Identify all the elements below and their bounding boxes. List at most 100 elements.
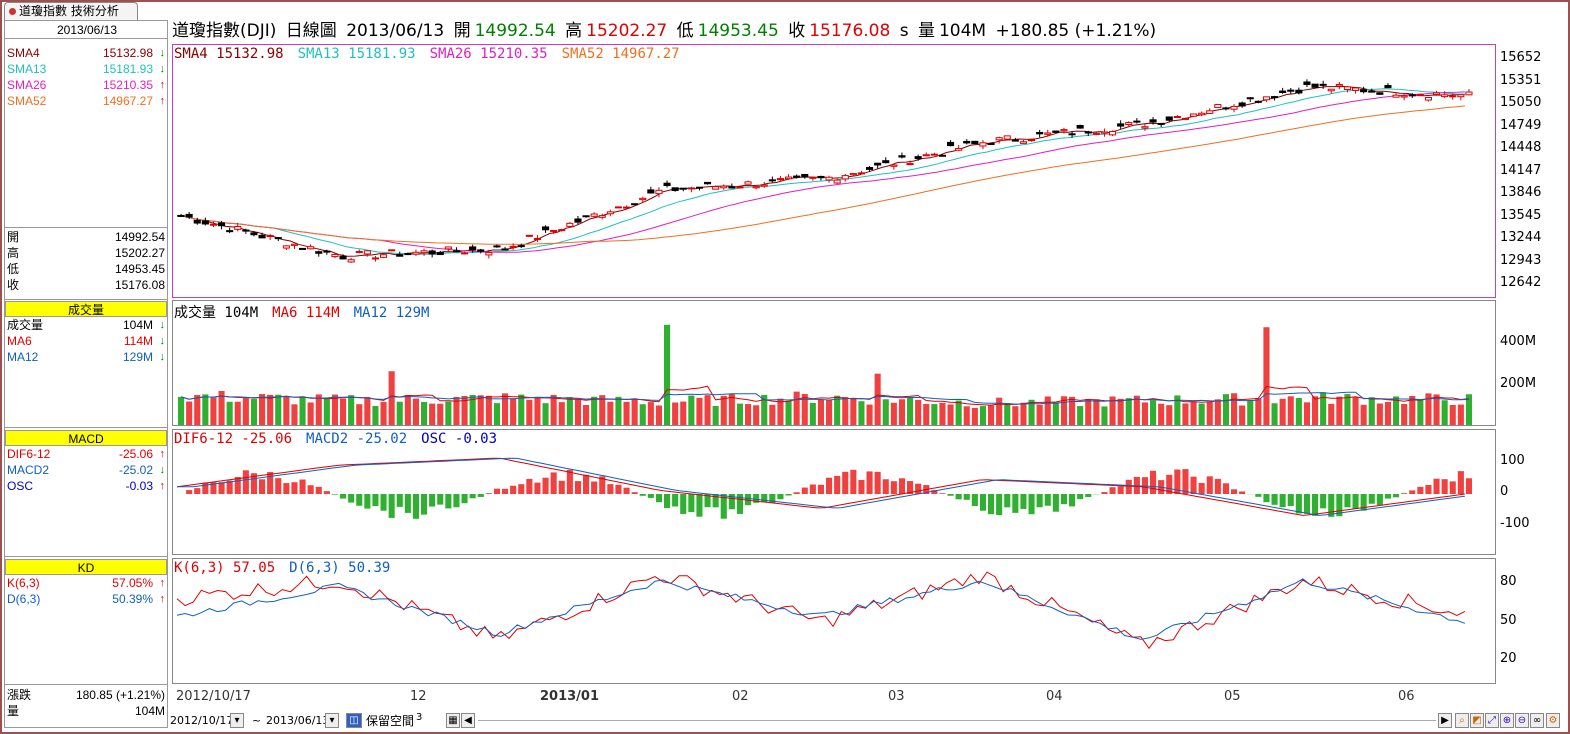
volume-bar [404,394,411,425]
candle [793,175,801,178]
to-date[interactable]: 2013/06/13 [266,714,330,727]
candle [1287,89,1295,92]
axis-tick-label: 12642 [1500,275,1542,290]
osc-bar [850,469,857,494]
candle [550,229,558,232]
volume-bar [907,397,914,425]
arrow-down-icon: ↓ [159,47,166,59]
qty-value: 104M [134,704,165,718]
candle [720,185,728,189]
osc-bar [1101,492,1108,494]
candle [509,245,517,248]
volume-bar [1457,404,1464,425]
osc-bar [396,494,403,507]
osc-bar [1271,494,1278,505]
to-dropdown-button[interactable]: ▾ [325,713,339,728]
price-panel[interactable] [172,44,1496,298]
sma-line-sma26 [176,91,1465,253]
scrollbar-track[interactable] [478,720,1436,721]
kd-legend: K(6,3) 57.05 D(6,3) 50.39 [174,560,404,576]
candle [833,179,841,184]
volume-chart [178,324,1472,425]
legend-macd2: MACD2 -25.02 [306,431,408,447]
macd-panel[interactable] [172,429,1496,555]
candle [1011,139,1019,142]
change-value-header: +180.85 (+1.21%) [995,21,1157,41]
candle [250,232,258,236]
osc-bar [502,488,509,494]
osc-bar [1060,494,1067,505]
osc-bar [186,490,193,494]
volume-legend: 成交量 104M MA6 114M MA12 129M [174,302,443,322]
candle [1360,89,1368,93]
calendar-icon[interactable]: ◫ [346,713,362,728]
arrow-up-icon: ↑ [159,577,166,589]
price-axis: 15652 15351 15050 14749 14448 14147 13846 13545… [1496,44,1566,298]
volume-bar [793,391,800,425]
candle [938,154,947,157]
volume-bar [850,398,857,425]
volume-bar [226,401,233,425]
tab-technical-analysis[interactable]: 道瓊指數 技術分析 [4,2,138,20]
vol-row: MA12 129M ↓ [5,349,167,365]
macd-legend: DIF6-12 -25.06 MACD2 -25.02 OSC -0.03 [174,431,511,447]
ohlc-label: 低 [7,262,20,276]
kd-panel[interactable] [172,558,1496,684]
zoom-icon[interactable]: ⌕ [1455,713,1469,728]
x-tick-label: 04 [1046,689,1063,704]
volume-bar [485,395,492,425]
open-label: 開 [453,21,471,41]
candle [1408,94,1416,97]
volume-bar [396,401,403,425]
candle [631,203,639,206]
volume-bar [493,403,500,425]
zoom-out-icon[interactable]: ⊖ [1515,713,1529,728]
volume-bar [1441,400,1448,425]
candle [687,187,695,190]
arrow-down-icon: ↓ [159,464,166,476]
candle [801,173,809,178]
osc-bar [364,494,371,509]
osc-bar [437,494,444,505]
osc-bar [259,479,266,494]
candle [606,211,614,215]
candle [1254,100,1262,103]
volume-panel[interactable] [172,300,1496,426]
sma-value: 15181.93 [102,62,153,76]
candle [639,197,647,201]
candle [315,251,323,254]
osc-bar [1320,494,1327,509]
from-dropdown-button[interactable]: ▾ [230,713,244,728]
sma-name: SMA13 [7,62,47,76]
osc-bar [809,484,816,494]
candle [1100,131,1109,134]
volume-bar [437,403,444,425]
grid-icon[interactable]: ▦ [446,713,460,728]
candle [930,153,938,156]
axis-tick-label: 100 [1500,453,1525,468]
zoom-in-icon[interactable]: ⊕ [1500,713,1514,728]
candle [566,222,574,227]
volume-bar [1231,393,1238,425]
vol-name: MA12 [7,350,39,364]
x-tick-label: 05 [1224,689,1241,704]
osc-bar [631,492,638,494]
scroll-left-button[interactable]: ◀ [461,713,475,728]
date-label: 2013/06/13 [5,21,167,39]
volume-bar [1141,402,1148,425]
link-icon[interactable]: ∞ [1530,713,1544,728]
vol-label: 量 [917,21,935,41]
settings-icon[interactable]: ⚙ [1546,713,1560,728]
fit-icon[interactable]: ⤢ [1485,713,1499,728]
candle [979,142,987,147]
macd-axis: 100 0 -100 [1496,429,1566,555]
osc-bar [882,479,889,494]
candle [623,206,631,209]
candle [1238,102,1246,107]
scroll-right-button[interactable]: ▶ [1438,713,1452,728]
from-date[interactable]: 2012/10/17 [170,714,234,727]
candle [242,229,250,232]
volume-bar [1077,406,1084,425]
osc-bar [1077,494,1084,500]
chart-icon[interactable]: ◩ [1470,713,1484,728]
